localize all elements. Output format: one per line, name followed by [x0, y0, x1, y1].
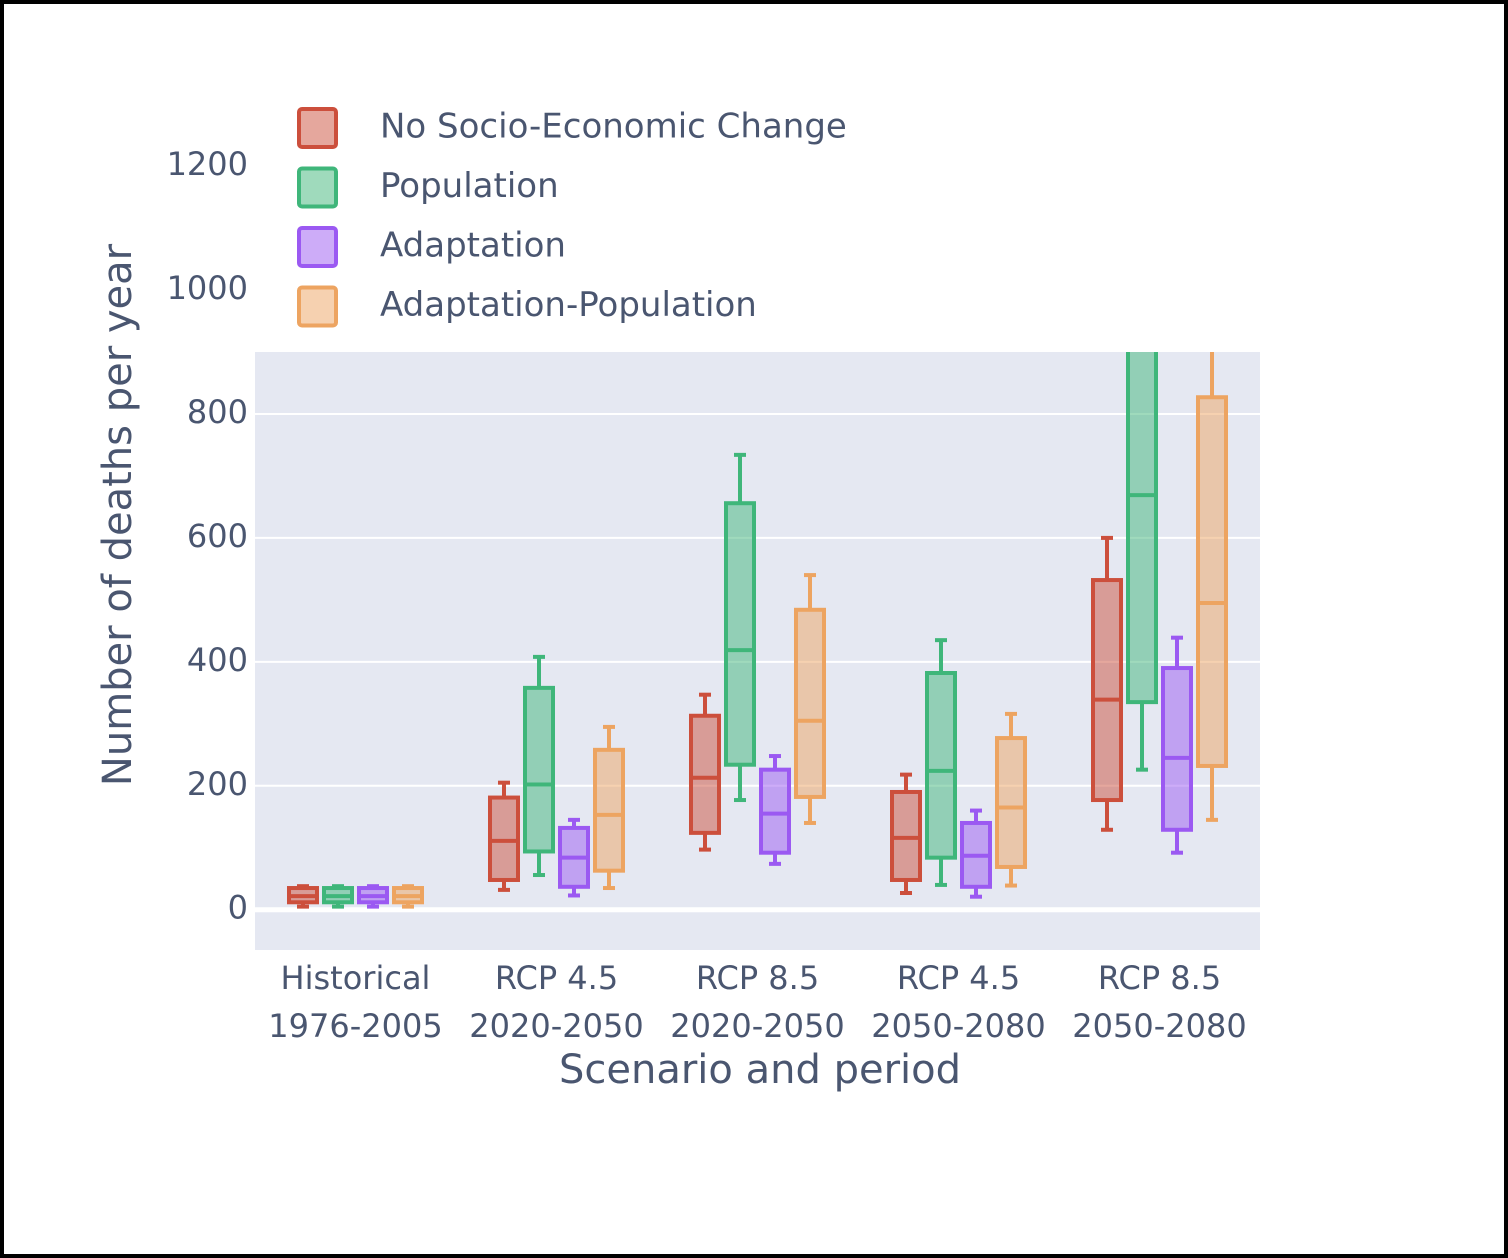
x-tick-label: 2050-2080	[871, 1007, 1045, 1045]
box	[1196, 352, 1228, 822]
box	[1126, 352, 1158, 772]
box	[689, 692, 721, 852]
legend-label: Adaptation	[380, 226, 566, 266]
box-body	[593, 747, 625, 873]
box	[724, 452, 756, 803]
legend-swatch	[297, 166, 338, 209]
y-tick-label: 0	[228, 889, 248, 927]
box	[794, 573, 826, 825]
y-tick-label: 1200	[167, 145, 248, 183]
x-tick-label: 2020-2050	[469, 1007, 643, 1045]
box	[890, 772, 922, 895]
box-body	[759, 767, 791, 855]
box	[960, 808, 992, 899]
legend-label: No Socio-Economic Change	[380, 107, 847, 147]
boxes	[287, 352, 1228, 909]
y-tick-label: 600	[187, 517, 248, 555]
legend-swatch	[297, 285, 338, 328]
box	[995, 711, 1027, 888]
y-tick-label: 800	[187, 393, 248, 431]
x-tick-label: RCP 4.5	[897, 959, 1020, 997]
legend-label: Adaptation-Population	[380, 285, 757, 325]
box	[593, 724, 625, 891]
box-body	[794, 607, 826, 799]
legend-label: Population	[380, 166, 559, 206]
x-tick-label: 1976-2005	[268, 1007, 442, 1045]
box	[287, 884, 319, 909]
box	[523, 654, 555, 878]
box-body	[689, 713, 721, 835]
y-tick-label: 1000	[167, 269, 248, 307]
y-tick-label: 200	[187, 765, 248, 803]
box-body	[1196, 395, 1228, 768]
box	[322, 884, 354, 909]
x-tick-label: RCP 8.5	[696, 959, 819, 997]
x-tick-label: RCP 4.5	[495, 959, 618, 997]
box-body	[523, 685, 555, 854]
box	[759, 754, 791, 866]
x-tick-label: Historical	[281, 959, 431, 997]
box	[558, 817, 590, 898]
y-axis-title: Number of deaths per year	[95, 243, 141, 786]
y-tick-label: 400	[187, 641, 248, 679]
box-body	[1091, 578, 1123, 803]
box-body	[995, 736, 1027, 869]
x-tick-label: 2020-2050	[670, 1007, 844, 1045]
box	[1091, 535, 1123, 832]
box	[357, 884, 389, 909]
box-body	[724, 501, 756, 767]
box	[392, 884, 424, 909]
box-body	[925, 670, 957, 860]
box	[925, 638, 957, 887]
legend-swatch	[297, 226, 338, 268]
box	[1161, 635, 1193, 855]
box-body	[1161, 666, 1193, 832]
box-body	[488, 795, 520, 882]
legend-swatch	[297, 107, 338, 149]
x-axis-title: Scenario and period	[559, 1047, 961, 1093]
x-tick-label: RCP 8.5	[1098, 959, 1221, 997]
box	[488, 780, 520, 892]
x-tick-label: 2050-2080	[1072, 1007, 1246, 1045]
